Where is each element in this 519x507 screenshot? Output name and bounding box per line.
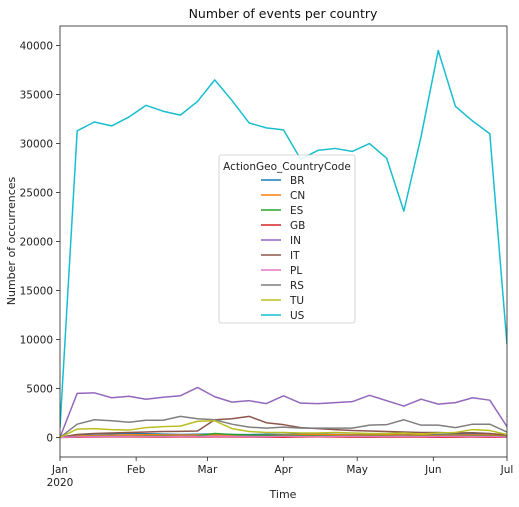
y-tick-label: 0 [46, 432, 53, 444]
y-tick-label: 25000 [20, 188, 53, 200]
legend-entry-gb: GB [290, 220, 305, 232]
legend-entry-br: BR [290, 175, 305, 187]
x-axis-label: Time [269, 488, 297, 501]
y-axis-label: Number of occurrences [5, 176, 18, 305]
series-line-rs [60, 415, 507, 439]
series-line-it [60, 415, 507, 439]
x-tick-label: Mar [197, 464, 217, 476]
y-tick-label: 20000 [20, 237, 53, 249]
series-line-in [60, 386, 507, 438]
y-axis: 0 5000 10000 15000 20000 25000 30000 35000 40000 [20, 41, 60, 444]
y-tick-label: 5000 [26, 383, 53, 395]
legend-entry-us: US [290, 310, 305, 322]
legend-entry-pl: PL [290, 265, 302, 277]
x-tick-label: Feb [127, 464, 146, 476]
legend-box [218, 154, 356, 324]
x-tick-label: Jul [500, 464, 514, 476]
series-line-tu [60, 420, 507, 439]
legend: ActionGeo_CountryCode BR CN ES GB IN IT PL RS TU U… [218, 154, 356, 324]
y-tick-label: 15000 [20, 285, 53, 297]
x-tick-label: Apr [274, 464, 293, 476]
legend-entry-tu: TU [289, 295, 304, 307]
x-tick-label: May [346, 464, 368, 476]
y-tick-label: 40000 [20, 41, 53, 53]
x-tick-label: Jun [424, 464, 441, 476]
x-tick-label: Jan [51, 464, 68, 476]
series-line-us [60, 49, 507, 428]
plot-area [60, 49, 507, 439]
legend-entry-it: IT [290, 250, 300, 262]
legend-entry-rs: RS [290, 280, 304, 292]
legend-title: ActionGeo_CountryCode [223, 161, 351, 173]
x-tick-sublabel: 2020 [47, 477, 74, 489]
y-tick-label: 10000 [20, 334, 53, 346]
y-tick-label: 30000 [20, 139, 53, 151]
legend-entry-es: ES [290, 205, 304, 217]
series-line-pl [60, 435, 507, 439]
legend-entry-cn: CN [290, 190, 305, 202]
legend-entry-in: IN [290, 235, 301, 247]
chart-title: Number of events per country [189, 6, 378, 21]
y-tick-label: 35000 [20, 90, 53, 102]
